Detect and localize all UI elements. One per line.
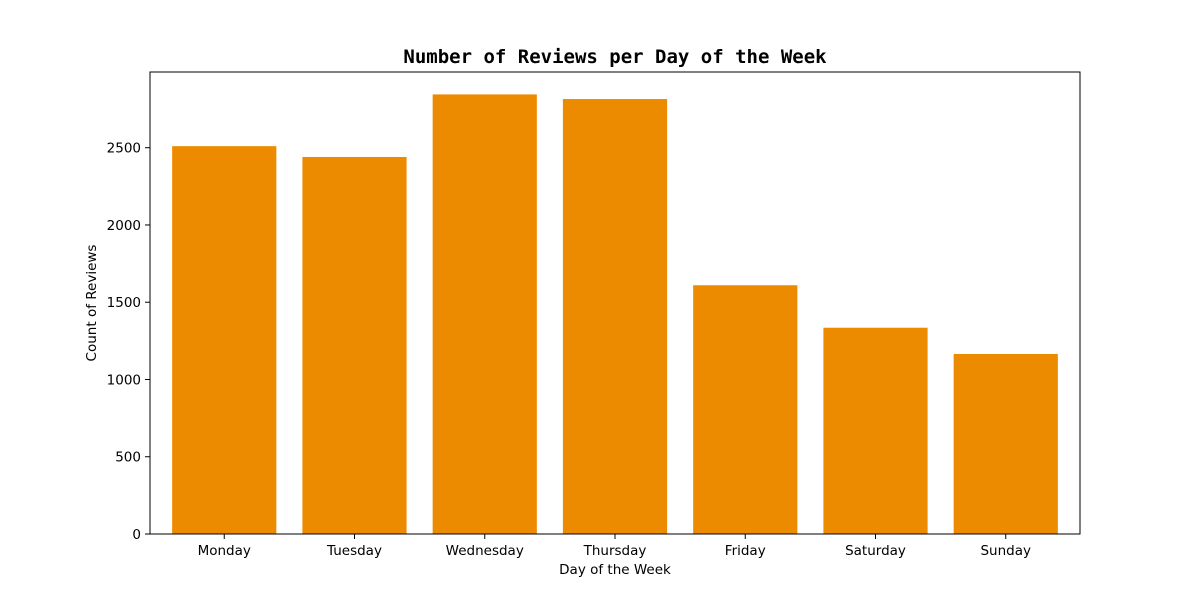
bar-monday [172,146,277,534]
x-axis-label: Day of the Week [559,562,671,578]
chart-title: Number of Reviews per Day of the Week [403,46,827,68]
y-tick-label: 1500 [107,295,141,311]
bar-thursday [562,99,668,534]
x-tick-label: Wednesday [446,543,524,559]
x-tick-label: Sunday [980,543,1031,559]
x-tick-label: Friday [725,543,766,559]
x-tick-label: Thursday [583,543,647,559]
y-tick-label: 2000 [107,218,141,234]
x-tick-label: Monday [198,543,251,559]
bar-wednesday [432,94,537,534]
y-axis-label: Count of Reviews [84,245,100,362]
y-tick-label: 2500 [107,141,141,157]
x-tick-label: Saturday [845,543,906,559]
y-tick-label: 0 [132,527,141,543]
y-tick-label: 1000 [107,372,141,388]
bars [172,94,1058,534]
bar-saturday [823,327,928,534]
bar-friday [693,285,798,534]
x-tick-label: Tuesday [326,543,382,559]
y-tick-label: 500 [115,450,141,466]
bar-tuesday [302,156,407,534]
x-axis: Monday Tuesday Wednesday Thursday Friday Satu… [198,534,1031,559]
y-axis: 0 500 1000 1500 2000 2500 [107,141,150,543]
bar-sunday [953,353,1058,534]
